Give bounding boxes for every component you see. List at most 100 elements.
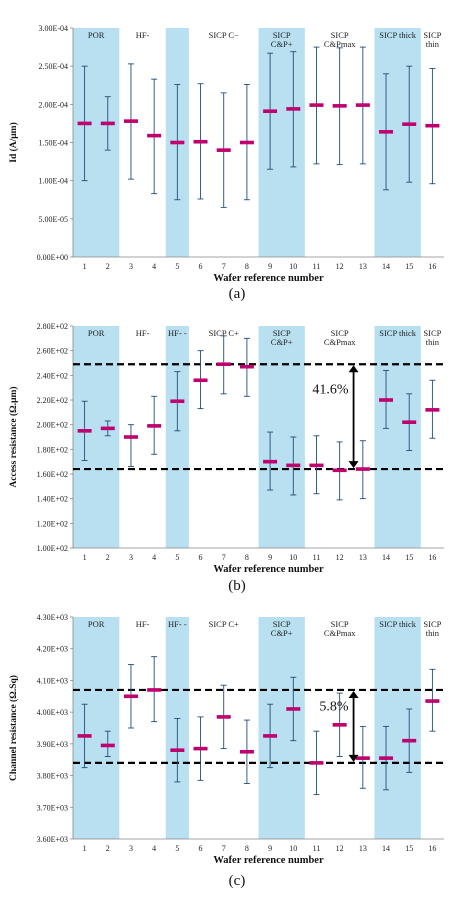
x-tick-label: 13 [359, 844, 367, 853]
mean-marker [170, 399, 185, 404]
x-tick-label: 7 [222, 553, 226, 562]
group-label: SICP C&Pmax [324, 328, 356, 347]
y-axis-title: Access resistance (Ω.μm) [8, 386, 19, 487]
x-tick-label: 5 [175, 553, 179, 562]
y-tick-label: 3.70E+03 [37, 803, 68, 812]
mean-marker [170, 140, 185, 145]
x-tick-label: 10 [289, 262, 297, 271]
group-band [73, 28, 120, 257]
group-label: POR [88, 619, 105, 629]
y-tick-label: 1.20E+02 [37, 519, 68, 528]
mean-marker [402, 122, 417, 126]
panel-caption: (b) [228, 578, 246, 594]
mean-marker [193, 746, 208, 751]
x-tick-label: 11 [313, 553, 321, 562]
y-axis-title: Id (A/μm) [8, 122, 19, 162]
y-tick-label: 4.30E+03 [37, 613, 68, 622]
mean-marker [239, 749, 254, 754]
group-band [165, 326, 189, 548]
mean-marker [402, 420, 417, 424]
mean-marker [332, 468, 347, 473]
y-tick-label: 3.00E-04 [38, 24, 68, 33]
mean-marker [123, 435, 138, 439]
y-tick-label: 2.00E+02 [37, 421, 68, 430]
x-tick-label: 10 [289, 844, 297, 853]
y-axis-title: Channel resistance (Ω.Sq) [8, 675, 19, 781]
x-axis-title: Wafer reference number [213, 273, 324, 284]
y-tick-label: 4.20E+03 [37, 645, 68, 654]
group-band [258, 28, 305, 257]
x-tick-label: 1 [83, 844, 87, 853]
group-label: HF- [136, 328, 150, 338]
group-band [258, 617, 305, 839]
x-tick-label: 3 [129, 553, 133, 562]
y-tick-label: 1.00E-04 [38, 177, 68, 186]
x-tick-label: 13 [359, 553, 367, 562]
y-tick-label: 2.60E+02 [37, 347, 68, 356]
x-tick-label: 5 [175, 262, 179, 271]
y-tick-label: 4.00E+03 [37, 708, 68, 717]
x-tick-label: 15 [405, 844, 413, 853]
x-tick-label: 1 [83, 553, 87, 562]
mean-marker [402, 738, 417, 743]
x-tick-label: 15 [405, 262, 413, 271]
group-label: SICP C&Pmax [324, 619, 356, 638]
y-tick-label: 3.60E+03 [37, 835, 68, 844]
mean-marker [193, 139, 208, 144]
mean-marker [123, 694, 138, 699]
x-tick-label: 4 [152, 553, 156, 562]
group-label: POR [88, 30, 105, 40]
group-label: HF- [136, 30, 150, 40]
mean-marker [216, 362, 231, 367]
x-tick-label: 13 [359, 262, 367, 271]
mean-marker [263, 734, 278, 738]
annotation-arrow-head-bottom [348, 461, 359, 469]
group-band [73, 326, 120, 548]
x-tick-label: 16 [428, 553, 436, 562]
chart-panel-a: POR HF- SICP C− SICP C&P+ SICP C&Pmax SICP thic… [8, 24, 444, 302]
x-axis-title: Wafer reference number [213, 855, 324, 866]
mean-marker [332, 723, 347, 727]
y-tick-label: 2.00E-04 [38, 100, 68, 109]
mean-marker [239, 364, 254, 369]
x-tick-label: 7 [222, 844, 226, 853]
mean-marker [379, 130, 394, 134]
mean-marker [286, 707, 301, 711]
mean-marker [286, 107, 301, 111]
group-label: SICP thick [379, 328, 417, 338]
mean-marker [77, 734, 92, 738]
annotation-label: 41.6% [312, 383, 349, 398]
x-tick-label: 14 [382, 262, 390, 271]
y-tick-label: 2.40E+02 [37, 371, 68, 380]
x-tick-label: 4 [152, 262, 156, 271]
panel-caption: (c) [229, 873, 246, 889]
x-tick-label: 2 [106, 844, 110, 853]
chart-panel-b: POR HF- HF- - SICP C+ SICP C&P+ SICP C&Pmax SICP… [8, 322, 444, 594]
y-tick-label: 1.60E+02 [37, 470, 68, 479]
mean-marker [170, 748, 185, 752]
group-band [258, 326, 305, 548]
group-label: SICP C+ [209, 328, 239, 338]
mean-marker [355, 467, 370, 471]
mean-marker [332, 104, 347, 108]
mean-marker [216, 715, 231, 719]
x-tick-label: 9 [268, 262, 272, 271]
y-tick-label: 4.10E+03 [37, 676, 68, 685]
group-label: HF- [136, 619, 150, 629]
x-tick-label: 3 [129, 262, 133, 271]
y-tick-label: 1.50E-04 [38, 139, 68, 148]
mean-marker [100, 426, 115, 431]
annotation-arrow-head-bottom [348, 754, 359, 762]
group-band [374, 28, 421, 257]
x-tick-label: 12 [336, 262, 344, 271]
x-tick-label: 7 [222, 262, 226, 271]
x-tick-label: 6 [199, 553, 203, 562]
y-tick-label: 5.00E-05 [38, 215, 68, 224]
x-tick-label: 15 [405, 553, 413, 562]
mean-marker [77, 429, 92, 433]
group-label: SICP C&P+ [271, 619, 293, 638]
mean-marker [147, 133, 162, 138]
mean-marker [77, 121, 92, 126]
y-tick-label: 1.40E+02 [37, 495, 68, 504]
x-tick-label: 8 [245, 262, 249, 271]
